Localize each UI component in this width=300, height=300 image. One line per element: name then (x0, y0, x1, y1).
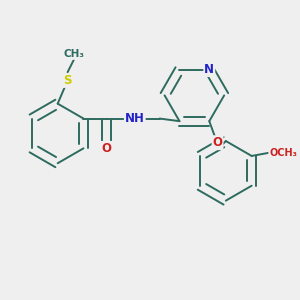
Text: CH₃: CH₃ (64, 49, 85, 59)
Text: NH: NH (125, 112, 145, 125)
Text: O: O (213, 136, 223, 149)
Text: OCH₃: OCH₃ (269, 148, 297, 158)
Text: S: S (63, 74, 72, 87)
Text: N: N (204, 63, 214, 76)
Text: O: O (102, 142, 112, 155)
